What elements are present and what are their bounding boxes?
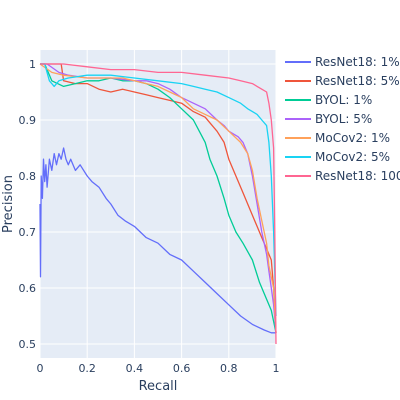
legend-item-mocov2-5[interactable]: MoCov2: 5% [285,150,390,164]
legend-item-byol-5[interactable]: BYOL: 5% [285,112,372,126]
legend-item-resnet18-1[interactable]: ResNet18: 1% [285,55,400,69]
x-tick-label: 0 [37,362,44,375]
legend-item-resnet18-100[interactable]: ResNet18: 100% [285,169,400,183]
legend-label: ResNet18: 5% [315,74,400,88]
legend-item-mocov2-1[interactable]: MoCov2: 1% [285,131,390,145]
y-tick-label: 0.7 [19,226,37,239]
legend-item-byol-1[interactable]: BYOL: 1% [285,93,372,107]
y-tick-label: 1 [29,58,36,71]
x-tick-labels: 0 0.2 0.4 0.6 0.8 1 [37,362,280,375]
series-line-mocov2-1 [39,63,277,333]
y-tick-label: 0.5 [19,338,37,351]
legend-label: MoCov2: 5% [315,150,390,164]
y-tick-label: 0.8 [19,170,37,183]
legend-label: ResNet18: 100% [315,169,400,183]
x-tick-label: 0.6 [173,362,191,375]
x-axis-title: Recall [139,379,178,394]
series-line-resnet18-5 [40,63,277,333]
series-line-resnet18-100 [40,63,277,345]
y-axis-title: Precision [1,175,16,233]
legend-item-resnet18-5[interactable]: ResNet18: 5% [285,74,400,88]
series-lines [39,63,277,345]
legend-label: BYOL: 5% [315,112,372,126]
legend[interactable]: ResNet18: 1% ResNet18: 5% BYOL: 1% BYOL: 5%… [285,55,400,183]
y-tick-label: 0.6 [19,282,37,295]
legend-label: BYOL: 1% [315,93,372,107]
plot-background [40,50,276,358]
x-tick-label: 0.2 [78,362,96,375]
series-line-byol-1 [40,63,277,333]
x-tick-label: 1 [273,362,280,375]
grid-lines [39,50,277,358]
x-tick-label: 0.4 [126,362,144,375]
series-line-resnet18-1 [39,147,276,334]
legend-label: ResNet18: 1% [315,55,400,69]
x-tick-label: 0.8 [220,362,238,375]
y-tick-label: 0.9 [19,114,37,127]
legend-label: MoCov2: 1% [315,131,390,145]
series-line-mocov2-5 [40,63,277,317]
y-tick-labels: 0.5 0.6 0.7 0.8 0.9 1 [19,58,37,351]
